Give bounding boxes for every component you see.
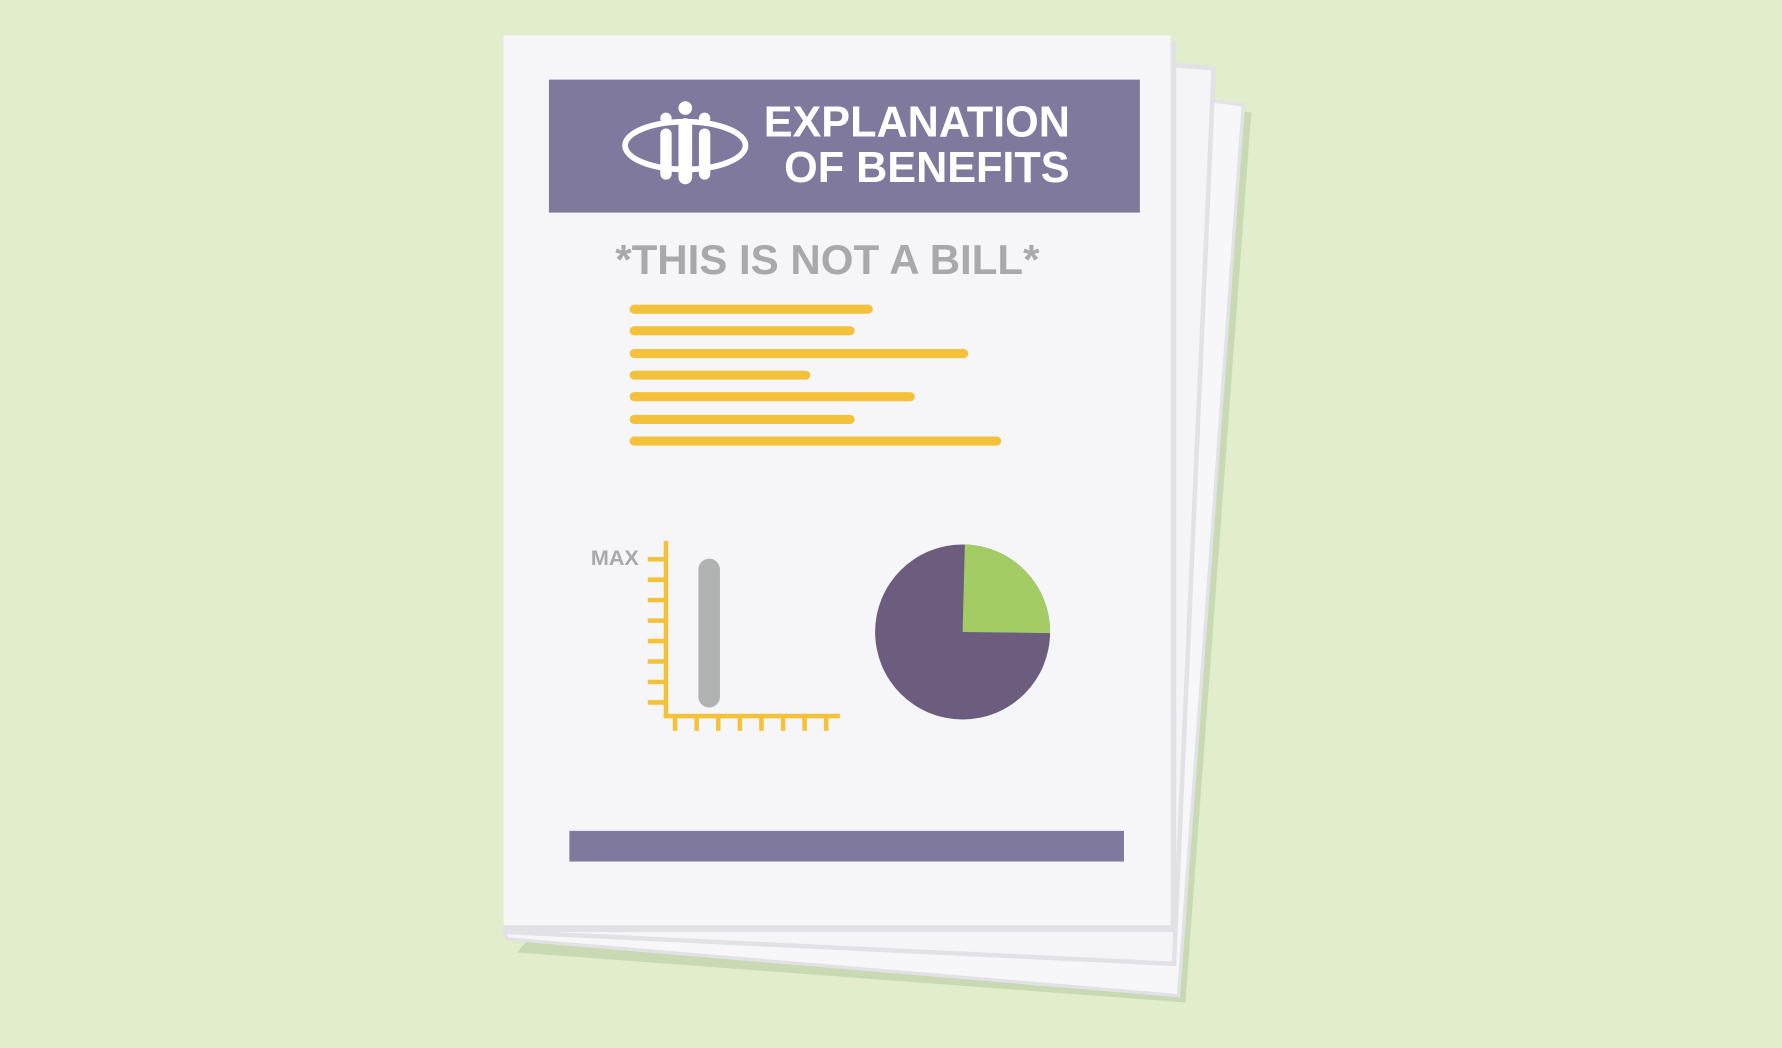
axis-label: MAX — [591, 545, 640, 570]
header-banner — [548, 79, 1140, 213]
text-lines — [629, 304, 1002, 446]
header-title: OF BENEFITS — [784, 144, 1069, 192]
footer-bar — [569, 830, 1124, 862]
chart-axes — [647, 541, 840, 731]
page-edge — [503, 925, 1174, 932]
logo — [622, 101, 749, 185]
pie-slice — [962, 544, 1051, 634]
page-edge — [1170, 40, 1177, 930]
header-title: EXPLANATION — [764, 98, 1070, 146]
notice: *THIS IS NOT A BILL* — [615, 236, 1040, 283]
